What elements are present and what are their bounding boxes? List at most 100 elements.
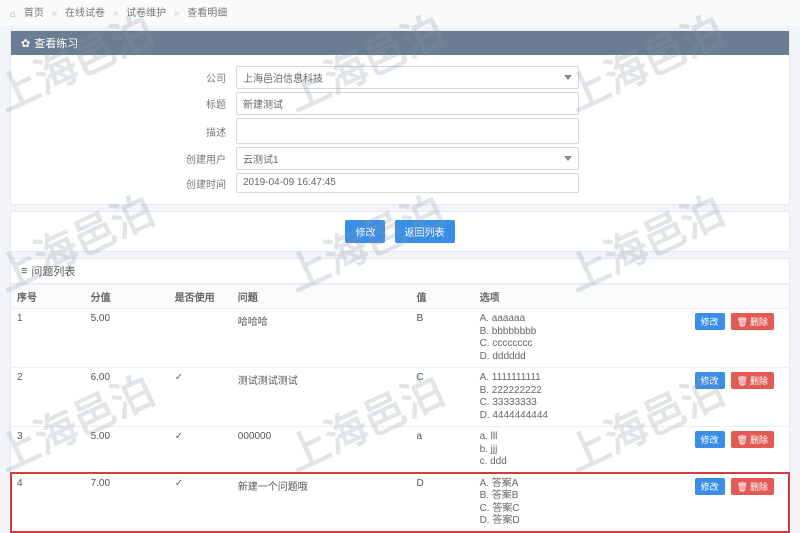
option-line: c. ddd: [480, 456, 626, 469]
cell-actions: 修改 🗑删除: [631, 427, 789, 474]
th-val[interactable]: 值: [410, 285, 473, 309]
cell-options: A. 答案AB. 答案BC. 答案CD. 答案D: [474, 473, 632, 532]
input-created[interactable]: 2019-04-09 16:47:45: [236, 173, 579, 193]
trash-icon: 🗑: [737, 482, 748, 492]
option-line: D. 答案D: [480, 515, 626, 528]
cell-score: 5.00: [85, 427, 169, 474]
cell-question: 000000: [232, 427, 411, 474]
panel-title: 查看练习: [34, 35, 78, 51]
cell-question: 新建一个问题哦: [232, 473, 411, 532]
cell-idx: 3: [11, 427, 85, 474]
table-row: 47.00✓新建一个问题哦DA. 答案AB. 答案BC. 答案CD. 答案D修改…: [11, 473, 789, 532]
th-opt[interactable]: 选项: [474, 285, 632, 309]
breadcrumb-sep: »: [113, 8, 119, 19]
label-desc: 描述: [11, 124, 236, 139]
back-button[interactable]: 返回列表: [395, 220, 455, 243]
row-delete-button[interactable]: 🗑删除: [731, 313, 774, 330]
option-line: B. 答案B: [480, 490, 626, 503]
cell-options: A. 1111111111B. 222222222C. 33333333D. 4…: [474, 368, 632, 427]
th-score[interactable]: 分值: [85, 285, 169, 309]
cell-idx: 1: [11, 309, 85, 368]
cell-question: 测试测试测试: [232, 368, 411, 427]
panel-question-list: ≡ 问题列表 序号 分值 是否使用 问题 值 选项 15.00哈哈哈BA. aa…: [10, 258, 790, 533]
option-line: C. 33333333: [480, 397, 626, 410]
question-table: 序号 分值 是否使用 问题 值 选项 15.00哈哈哈BA. aaaaaaB. …: [11, 284, 789, 532]
cell-used: ✓: [169, 368, 232, 427]
cell-value: a: [410, 427, 473, 474]
gear-icon: ✿: [21, 37, 30, 50]
row-edit-button[interactable]: 修改: [695, 478, 725, 495]
cell-actions: 修改 🗑删除: [631, 309, 789, 368]
label-created: 创建时间: [11, 176, 236, 191]
cell-actions: 修改 🗑删除: [631, 368, 789, 427]
home-icon: ⌂: [10, 9, 16, 20]
option-line: A. aaaaaa: [480, 313, 626, 326]
cell-value: B: [410, 309, 473, 368]
input-desc[interactable]: [236, 118, 579, 144]
option-line: b. jjj: [480, 444, 626, 457]
cell-score: 5.00: [85, 309, 169, 368]
row-delete-button[interactable]: 🗑删除: [731, 372, 774, 389]
breadcrumb-sep: »: [52, 8, 58, 19]
option-line: A. 1111111111: [480, 372, 626, 385]
table-row: 26.00✓测试测试测试CA. 1111111111B. 222222222C.…: [11, 368, 789, 427]
trash-icon: 🗑: [737, 435, 748, 445]
cell-idx: 4: [11, 473, 85, 532]
th-used[interactable]: 是否使用: [169, 285, 232, 309]
trash-icon: 🗑: [737, 376, 748, 386]
cell-score: 6.00: [85, 368, 169, 427]
cell-idx: 2: [11, 368, 85, 427]
crumb-3[interactable]: 查看明细: [187, 8, 227, 19]
option-line: a. lll: [480, 431, 626, 444]
row-edit-button[interactable]: 修改: [695, 372, 725, 389]
panel-view-exercise: ✿ 查看练习 公司 上海邑泊信息科技 标题 新建测试 描述 创建用户 云测试1: [10, 30, 790, 205]
th-act: [631, 285, 789, 309]
option-line: A. 答案A: [480, 478, 626, 491]
row-delete-button[interactable]: 🗑删除: [731, 431, 774, 448]
cell-actions: 修改 🗑删除: [631, 473, 789, 532]
option-line: C. 答案C: [480, 503, 626, 516]
cell-value: D: [410, 473, 473, 532]
check-icon: ✓: [175, 431, 183, 442]
select-creator[interactable]: 云测试1: [236, 147, 579, 170]
input-title[interactable]: 新建测试: [236, 92, 579, 115]
table-row: 35.00✓000000aa. lllb. jjjc. ddd修改🗑删除: [11, 427, 789, 474]
row-edit-button[interactable]: 修改: [695, 313, 725, 330]
crumb-2[interactable]: 试卷维护: [126, 8, 166, 19]
cell-score: 7.00: [85, 473, 169, 532]
edit-button[interactable]: 修改: [345, 220, 385, 243]
breadcrumb: ⌂ 首页 » 在线试卷 » 试卷维护 » 查看明细: [0, 0, 800, 26]
row-edit-button[interactable]: 修改: [695, 431, 725, 448]
breadcrumb-sep: »: [174, 8, 180, 19]
label-title: 标题: [11, 96, 236, 111]
select-company-value: 上海邑泊信息科技: [243, 70, 323, 85]
option-line: B. 222222222: [480, 385, 626, 398]
row-delete-button[interactable]: 🗑删除: [731, 478, 774, 495]
crumb-1[interactable]: 在线试卷: [65, 8, 105, 19]
panel-header: ≡ 问题列表: [11, 259, 789, 284]
list-icon: ≡: [21, 265, 27, 277]
trash-icon: 🗑: [737, 317, 748, 327]
panel-header: ✿ 查看练习: [11, 31, 789, 55]
cell-value: C: [410, 368, 473, 427]
panel-title: 问题列表: [31, 263, 75, 279]
select-creator-value: 云测试1: [243, 151, 279, 166]
panel-actions: 修改 返回列表: [10, 211, 790, 252]
label-company: 公司: [11, 70, 236, 85]
label-creator: 创建用户: [11, 151, 236, 166]
check-icon: ✓: [175, 372, 183, 383]
chevron-down-icon: [564, 156, 572, 161]
cell-options: A. aaaaaaB. bbbbbbbbC. ccccccccD. dddddd: [474, 309, 632, 368]
option-line: D. 4444444444: [480, 410, 626, 423]
cell-used: ✓: [169, 473, 232, 532]
th-q[interactable]: 问题: [232, 285, 411, 309]
th-idx[interactable]: 序号: [11, 285, 85, 309]
cell-options: a. lllb. jjjc. ddd: [474, 427, 632, 474]
option-line: C. cccccccc: [480, 338, 626, 351]
option-line: D. dddddd: [480, 351, 626, 364]
select-company[interactable]: 上海邑泊信息科技: [236, 66, 579, 89]
table-row: 15.00哈哈哈BA. aaaaaaB. bbbbbbbbC. cccccccc…: [11, 309, 789, 368]
cell-used: ✓: [169, 427, 232, 474]
cell-used: [169, 309, 232, 368]
crumb-home[interactable]: 首页: [24, 8, 44, 19]
